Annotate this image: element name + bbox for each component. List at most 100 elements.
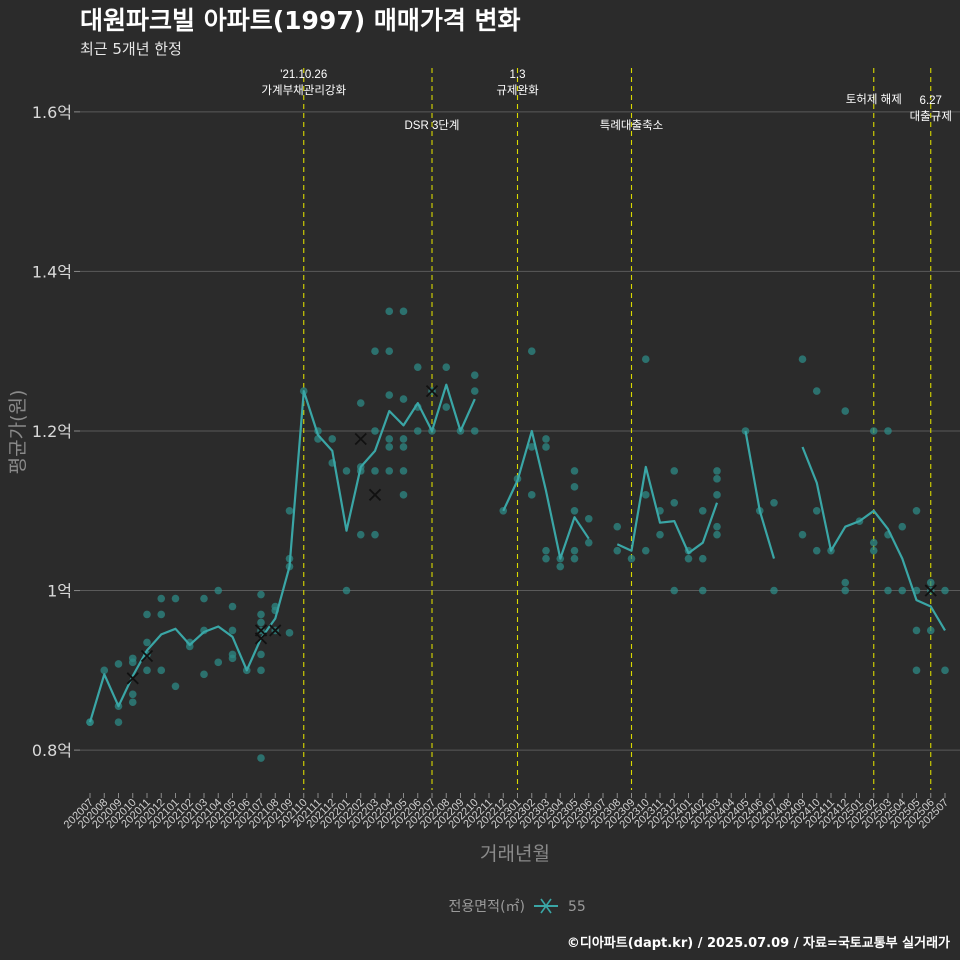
chart-title: 대원파크빌 아파트(1997) 매매가격 변화: [80, 6, 521, 35]
data-point: [713, 522, 721, 531]
data-point: [128, 698, 137, 707]
data-point: [684, 554, 693, 563]
y-axis-ticks: 0.8억 1억 1.2억 1.4억 1.6억: [32, 103, 80, 760]
highlight-cross: [126, 672, 139, 685]
highlight-cross: [140, 649, 154, 663]
data-point: [399, 395, 408, 403]
legend-title: 전용면적(㎡): [449, 899, 525, 915]
highlight-cross: [354, 432, 367, 446]
data-point: [114, 718, 123, 726]
data-point: [841, 586, 850, 595]
data-point: [399, 435, 408, 443]
data-point: [884, 427, 892, 435]
data-point: [200, 670, 208, 679]
data-point: [770, 498, 778, 507]
data-point: [542, 554, 550, 563]
data-point: [257, 610, 265, 619]
data-point: [100, 666, 109, 675]
data-point: [884, 586, 892, 595]
data-point: [627, 554, 636, 563]
legend: 전용면적(㎡) 55: [449, 898, 586, 915]
legend-label-55: 55: [568, 899, 586, 915]
data-point: [542, 435, 550, 443]
data-point: [157, 610, 166, 619]
annotation-text: 규제완화: [496, 84, 539, 97]
data-point: [342, 467, 351, 475]
data-point: [613, 546, 622, 555]
data-point: [898, 522, 907, 531]
y-tick-label: 1.2억: [32, 422, 72, 441]
data-point: [869, 427, 878, 435]
data-point: [228, 626, 237, 635]
data-point: [442, 363, 451, 371]
data-point: [941, 586, 949, 595]
data-point: [356, 530, 365, 539]
data-point: [570, 546, 579, 555]
y-tick-label: 0.8억: [32, 741, 72, 760]
data-point: [285, 629, 294, 637]
data-point: [898, 586, 907, 595]
data-point: [670, 586, 679, 595]
highlight-cross: [368, 488, 382, 501]
data-point: [912, 666, 921, 675]
data-point: [570, 483, 579, 491]
series-line-55: [88, 383, 946, 723]
data-point: [214, 658, 223, 667]
data-point: [584, 514, 593, 523]
x-axis-ticks: 2020072020082020092020102020112020122021…: [62, 793, 951, 831]
data-point: [200, 594, 208, 603]
data-point: [556, 562, 565, 571]
data-point: [798, 355, 807, 363]
highlight-marker: [354, 432, 367, 446]
data-point: [869, 538, 878, 547]
data-point: [257, 650, 265, 659]
data-point: [770, 586, 778, 595]
data-point: [143, 666, 151, 675]
data-point: [613, 522, 622, 531]
data-point: [171, 682, 180, 691]
data-point: [570, 506, 579, 515]
data-point: [741, 427, 750, 435]
data-point: [912, 506, 921, 515]
data-point: [798, 530, 807, 539]
annotation-text: 6.27: [920, 95, 942, 107]
grid: [80, 111, 960, 751]
data-point: [128, 690, 137, 699]
annotation-text: 1.3: [510, 69, 526, 81]
data-point: [812, 546, 821, 555]
data-point: [385, 347, 394, 356]
highlight-marker: [126, 672, 139, 685]
data-point: [713, 467, 721, 475]
data-point: [570, 467, 579, 475]
data-point: [214, 586, 223, 595]
highlight-marker: [140, 649, 154, 663]
data-point: [385, 467, 394, 475]
data-point: [542, 546, 550, 555]
data-point: [157, 666, 166, 675]
data-point: [257, 618, 265, 627]
data-point: [371, 427, 379, 435]
data-point: [128, 654, 137, 663]
data-point: [713, 530, 721, 539]
highlight-cross: [425, 384, 439, 398]
data-point: [257, 754, 265, 762]
annotation-text: '21.10.26: [280, 69, 327, 81]
data-point: [371, 467, 379, 475]
data-point: [926, 626, 935, 635]
data-point: [542, 443, 550, 451]
highlight-marker: [269, 624, 282, 637]
data-point: [941, 666, 949, 675]
data-point: [527, 347, 536, 356]
data-point: [385, 443, 394, 451]
data-point: [356, 399, 365, 407]
data-point: [698, 554, 707, 563]
scatter-points: [86, 307, 949, 762]
y-axis-label: 평균가(원): [7, 390, 29, 475]
annotation-text: 토허제 해제: [846, 93, 902, 106]
chart-subtitle: 최근 5개년 한정: [80, 40, 182, 58]
annotation-text: 대출규제: [910, 110, 952, 123]
data-point: [399, 467, 408, 475]
data-point: [470, 387, 479, 395]
